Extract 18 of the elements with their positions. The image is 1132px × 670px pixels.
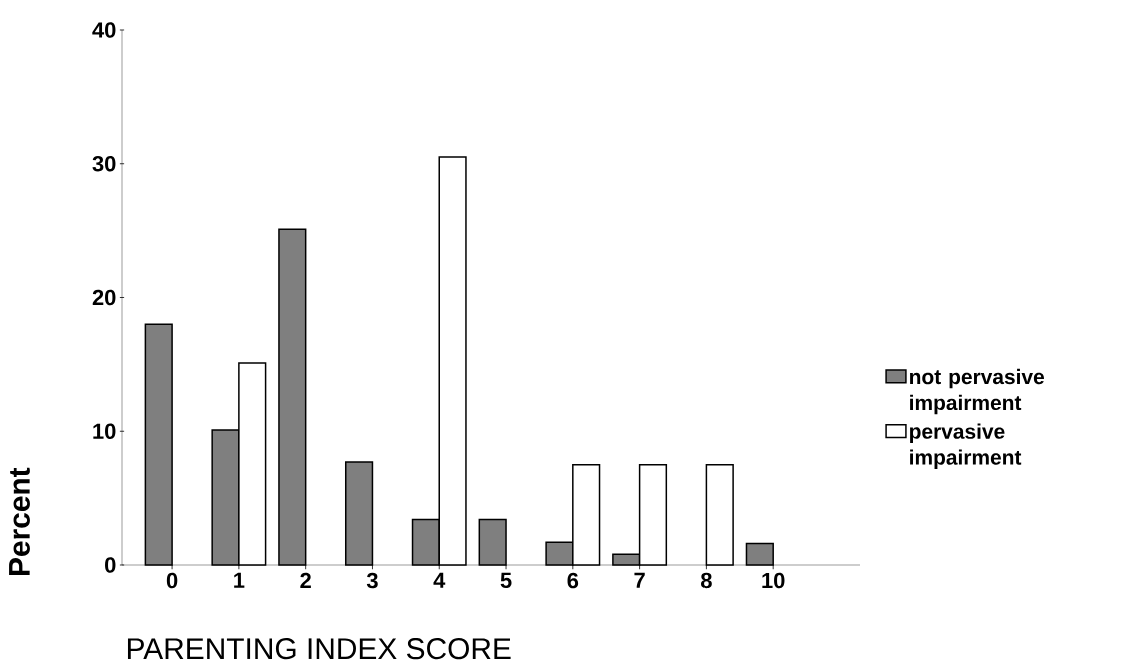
x-tick-label: 8 (701, 572, 712, 589)
y-axis-title: Percent (9, 467, 30, 576)
x-tick-label: 2 (300, 572, 311, 589)
x-tick-label: 1 (234, 572, 245, 588)
y-tick-label: 10 (93, 423, 116, 440)
y-tick-label: 40 (92, 22, 116, 38)
legend-label: pervasive impairment (910, 423, 1022, 469)
x-tick-label: 10 (762, 572, 785, 589)
x-tick-label: 0 (166, 572, 178, 589)
x-axis-title: PARENTING INDEX SCORE (127, 638, 511, 660)
y-tick-label: 30 (92, 155, 116, 172)
x-tick-label: 4 (433, 572, 446, 588)
x-tick-label: 7 (634, 572, 645, 588)
y-tick-label: 0 (105, 557, 116, 573)
x-tick-label: 6 (567, 572, 579, 589)
x-tick-label: 5 (500, 572, 512, 589)
x-tick-label: 3 (366, 572, 378, 589)
y-tick-label: 20 (92, 289, 116, 306)
